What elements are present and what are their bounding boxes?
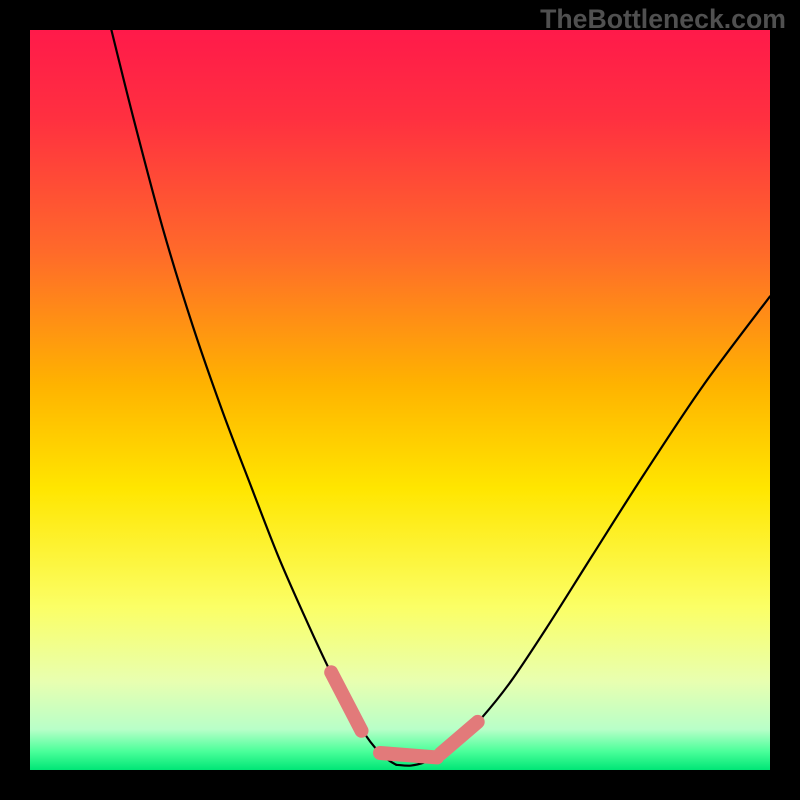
highlight-segment bbox=[331, 672, 361, 730]
plot-frame bbox=[30, 30, 770, 770]
watermark-label: TheBottleneck.com bbox=[540, 4, 786, 35]
bottleneck-curve-left bbox=[111, 30, 396, 765]
curve-layer bbox=[30, 30, 770, 770]
highlight-segment bbox=[441, 722, 478, 754]
highlight-segment bbox=[380, 753, 437, 757]
stage: TheBottleneck.com bbox=[0, 0, 800, 800]
highlight-group bbox=[331, 672, 478, 757]
bottleneck-curve-right bbox=[396, 296, 770, 765]
